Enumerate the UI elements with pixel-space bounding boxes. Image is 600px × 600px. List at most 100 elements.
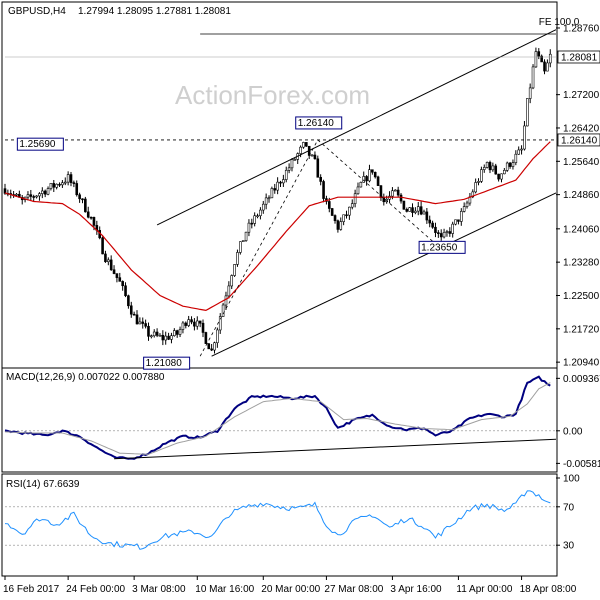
candle — [61, 180, 64, 188]
candle — [150, 334, 153, 339]
candle-body — [488, 162, 492, 171]
macd-layer — [4, 375, 557, 460]
candle — [508, 161, 512, 169]
candle-body — [107, 259, 110, 263]
candle-body — [55, 183, 58, 188]
x-tick-label: 20 Mar 00:00 — [261, 584, 320, 595]
candle — [167, 332, 170, 341]
price-label: 1.26140 — [298, 118, 335, 129]
candle — [359, 181, 363, 188]
candle — [124, 282, 127, 298]
candle — [371, 169, 374, 175]
candle — [408, 206, 411, 212]
candle — [178, 326, 182, 338]
candle-body — [118, 277, 122, 282]
candle — [207, 343, 211, 350]
candle-body — [505, 162, 509, 171]
candle — [170, 332, 173, 344]
candle-body — [316, 158, 320, 178]
candle-body — [333, 215, 337, 222]
candle — [241, 240, 245, 243]
candle — [517, 146, 520, 155]
candle — [195, 316, 199, 330]
candle-body — [434, 226, 437, 233]
candle-body — [135, 314, 139, 325]
candle — [118, 272, 122, 282]
macd-panel-frame — [1, 367, 558, 473]
candle — [227, 281, 231, 299]
candle — [356, 182, 360, 195]
price-tag-box — [557, 133, 600, 147]
y-tick-label: 1.24060 — [563, 224, 600, 235]
candle — [259, 207, 262, 220]
candle-body — [138, 321, 142, 325]
candle-body — [497, 173, 500, 180]
candle — [348, 206, 351, 220]
candle-body — [276, 181, 279, 191]
candle-body — [101, 237, 104, 255]
candle-body — [190, 319, 193, 323]
candle-body — [454, 219, 457, 225]
candle — [239, 241, 242, 255]
candle-body — [161, 334, 165, 341]
candle-body — [290, 159, 294, 169]
candle — [213, 341, 216, 354]
candle-body — [250, 222, 254, 225]
candle-body — [224, 295, 228, 306]
candle-body — [517, 149, 520, 155]
rsi-panel-frame — [1, 473, 558, 577]
candle — [284, 166, 288, 183]
candle-body — [267, 197, 271, 200]
candle — [127, 294, 130, 309]
candle-body — [282, 179, 285, 184]
candle — [107, 257, 110, 266]
candle-body — [259, 209, 262, 217]
y-tick-label: 1.22500 — [563, 291, 600, 302]
candle-body — [396, 189, 400, 196]
candle — [445, 229, 449, 237]
candle — [86, 206, 90, 219]
candle-body — [399, 194, 403, 202]
candle — [531, 64, 535, 90]
candle-body — [546, 62, 549, 72]
candle-body — [526, 98, 529, 127]
candle-body — [218, 316, 222, 331]
candle-body — [124, 285, 127, 297]
candle-body — [528, 87, 532, 99]
candle — [244, 231, 248, 242]
candle — [26, 191, 30, 201]
candle-body — [511, 162, 515, 167]
candle-body — [405, 209, 409, 212]
rsi-line — [4, 490, 551, 550]
candle — [465, 200, 469, 209]
candle-body — [402, 200, 406, 210]
candle — [425, 208, 429, 224]
candle — [546, 59, 549, 72]
candle — [104, 250, 107, 263]
fib-dashed-line — [317, 139, 439, 247]
candle-body — [508, 162, 512, 167]
candle — [411, 203, 414, 218]
candle-body — [451, 223, 454, 234]
candle-body — [391, 190, 394, 197]
candle-body — [465, 202, 469, 207]
rsi-tick-label: 70 — [563, 502, 575, 513]
candle-body — [445, 231, 449, 233]
price-label: 1.25690 — [19, 139, 56, 150]
candle-body — [201, 322, 205, 333]
candle-body — [63, 181, 67, 184]
candle-body — [89, 216, 93, 219]
candle-body — [270, 188, 274, 199]
candle — [365, 175, 368, 186]
candle-body — [342, 214, 345, 222]
candle — [175, 329, 179, 338]
candle-body — [382, 197, 386, 203]
candle-body — [35, 195, 38, 198]
macd-line — [4, 375, 551, 460]
candle — [488, 160, 492, 174]
candle — [58, 182, 61, 187]
candle-body — [26, 194, 30, 198]
candle-body — [178, 329, 182, 335]
candle-body — [474, 182, 477, 193]
